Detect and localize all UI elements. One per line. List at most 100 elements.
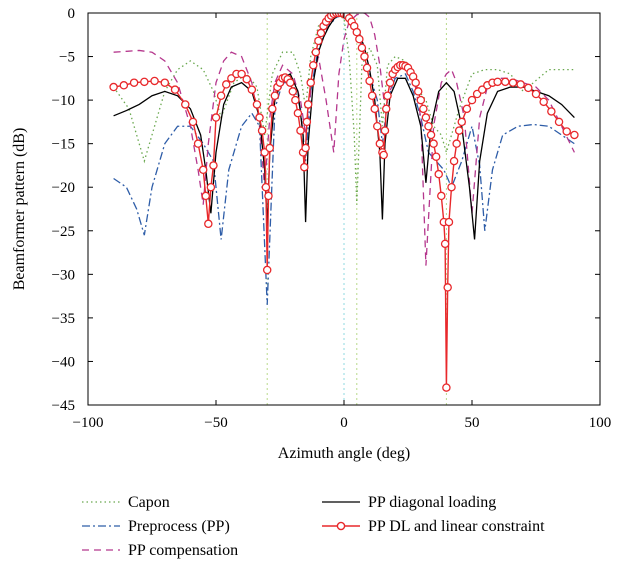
data-point — [443, 283, 452, 292]
y-tick-label-8: −35 — [52, 311, 75, 327]
x-tick-label-4: 50 — [465, 415, 480, 431]
data-point — [109, 82, 118, 92]
data-point — [150, 76, 159, 86]
data-point — [119, 81, 129, 90]
data-point — [188, 117, 198, 127]
data-point — [265, 143, 275, 153]
data-point — [501, 77, 510, 87]
data-point — [293, 108, 303, 118]
data-point — [316, 28, 326, 38]
data-point — [442, 383, 451, 392]
data-point — [311, 47, 321, 57]
data-point — [268, 104, 277, 114]
data-point — [211, 113, 221, 122]
data-point — [379, 150, 388, 160]
data-point — [365, 76, 374, 86]
data-point — [444, 217, 454, 227]
data-point — [440, 239, 450, 249]
data-point — [264, 191, 273, 201]
data-point — [454, 126, 464, 135]
y-tick-label-5: −20 — [52, 180, 75, 196]
data-point — [357, 43, 367, 53]
series-preprocess — [113, 14, 575, 305]
y-tick-label-9: −40 — [52, 354, 75, 370]
data-point — [247, 85, 257, 94]
data-point — [270, 91, 280, 101]
tick-marks — [87, 12, 601, 406]
data-point — [467, 95, 477, 105]
data-point — [419, 104, 428, 114]
data-point — [129, 78, 139, 87]
x-tick-label-1: −100 — [73, 415, 104, 431]
data-point — [140, 77, 149, 87]
data-point — [524, 83, 533, 93]
y-tick-label-2: −5 — [59, 50, 75, 66]
data-point — [201, 191, 211, 201]
data-point — [221, 80, 231, 89]
data-point — [355, 34, 364, 44]
data-point — [431, 152, 441, 161]
legend-label-capon: Capon — [128, 494, 170, 511]
data-point — [362, 63, 372, 73]
x-tick-label-3: 0 — [340, 415, 348, 431]
data-point — [373, 121, 382, 131]
data-point — [296, 126, 305, 135]
data-point — [380, 126, 390, 135]
data-point — [375, 139, 385, 148]
y-tick-label-1: 0 — [68, 6, 76, 22]
data-point — [437, 191, 446, 201]
data-point — [367, 91, 377, 101]
data-point — [209, 161, 218, 170]
legend-label-preprocess: Preprocess (PP) — [128, 518, 230, 535]
data-point — [449, 156, 459, 166]
data-point — [309, 61, 318, 70]
data-point — [306, 78, 315, 87]
data-point — [193, 139, 203, 148]
x-axis-label: Azimuth angle (deg) — [278, 445, 410, 462]
y-tick-label-6: −25 — [52, 224, 75, 240]
data-point — [170, 85, 180, 94]
data-point — [434, 169, 443, 179]
legend-item-pp-diagonal-loading: PP diagonal loading — [322, 494, 496, 511]
data-point — [385, 78, 395, 87]
data-point — [370, 104, 379, 114]
data-point — [426, 130, 436, 140]
data-point — [301, 143, 310, 153]
data-point — [508, 78, 518, 87]
data-point — [181, 100, 190, 109]
data-point — [291, 95, 300, 105]
series-layer — [109, 13, 579, 392]
legend-label-pp-diagonal-loading: PP diagonal loading — [368, 494, 496, 511]
data-point — [303, 100, 313, 109]
legend-item-pp-dl-linear-constraint: PP DL and linear constraint — [322, 518, 545, 535]
data-point — [285, 78, 295, 87]
data-point — [257, 126, 267, 135]
y-axis-label: Beamformer pattern (dB) — [11, 128, 28, 291]
data-point — [242, 74, 251, 84]
x-tick-label-2: −50 — [204, 415, 227, 431]
data-point — [237, 69, 246, 79]
series-pp-dl-linear-constraint-markers — [109, 13, 579, 392]
legend: Capon Preprocess (PP) PP compensation PP… — [82, 494, 545, 559]
data-point — [452, 139, 461, 148]
data-point — [160, 78, 170, 87]
data-point — [352, 27, 362, 37]
data-point — [383, 91, 392, 101]
data-point — [198, 165, 208, 175]
data-point — [255, 113, 264, 122]
data-point — [424, 121, 433, 131]
data-point — [570, 130, 579, 140]
data-point — [457, 117, 467, 127]
data-point — [204, 219, 213, 229]
legend-item-capon: Capon — [82, 494, 170, 511]
x-tick-label-5: 100 — [589, 415, 612, 431]
data-point — [547, 107, 556, 116]
data-point — [413, 87, 423, 96]
data-point — [381, 104, 391, 114]
data-point — [421, 113, 431, 122]
data-point — [411, 78, 420, 87]
data-point — [314, 36, 323, 46]
legend-label-pp-compensation: PP compensation — [128, 542, 238, 559]
data-point — [447, 182, 456, 192]
